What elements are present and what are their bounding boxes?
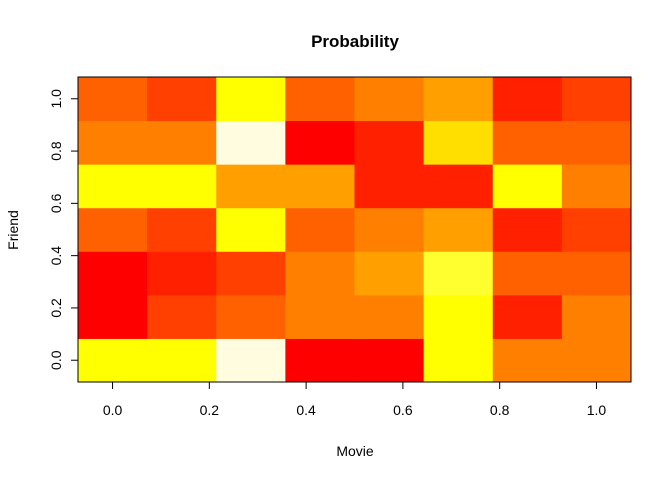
x-tick-label: 0.2	[200, 402, 220, 418]
heatmap-cell	[147, 164, 217, 209]
y-tick-label: 0.6	[48, 193, 64, 213]
heatmap-cell	[492, 251, 563, 296]
heatmap-cell	[77, 76, 148, 122]
heatmap-cell	[561, 338, 632, 383]
heatmap-cell	[216, 76, 286, 122]
heatmap-cell	[285, 207, 355, 252]
heatmap-cell	[354, 76, 425, 122]
heatmap-cell	[77, 338, 148, 383]
y-tick-label: 1.0	[48, 89, 64, 109]
heatmap-cell	[561, 76, 632, 122]
heatmap-cell	[354, 207, 425, 252]
heatmap-cell	[285, 120, 355, 165]
heatmap-cell	[216, 120, 286, 165]
y-axis: 0.0 0.2 0.4 0.6 0.8 1.0	[48, 89, 79, 370]
heatmap-cell	[285, 338, 355, 383]
heatmap-cell	[147, 338, 217, 383]
heatmap-cell	[423, 164, 494, 209]
x-tick-label: 0.0	[103, 402, 123, 418]
heatmap-cell	[423, 251, 494, 296]
heatmap-cell	[423, 76, 494, 122]
heatmap-cell	[285, 251, 355, 296]
heatmap-cell	[216, 251, 286, 296]
heatmap-cell	[561, 251, 632, 296]
heatmap-cell	[77, 164, 148, 209]
heatmap-cell	[492, 76, 563, 122]
x-tick-label: 1.0	[587, 402, 607, 418]
heatmap-cell	[492, 120, 563, 165]
heatmap-cell	[216, 164, 286, 209]
heatmap-cell	[561, 120, 632, 165]
heatmap-cell	[147, 207, 217, 252]
x-tick-label: 0.4	[296, 402, 316, 418]
heatmap-cell	[354, 251, 425, 296]
x-axis: 0.0 0.2 0.4 0.6 0.8 1.0	[103, 381, 607, 418]
heatmap-cell	[354, 120, 425, 165]
heatmap-cell	[147, 251, 217, 296]
heatmap-cell	[492, 164, 563, 209]
heatmap-cell	[354, 164, 425, 209]
y-axis-label: Friend	[5, 210, 21, 250]
heatmap-cell	[147, 76, 217, 122]
heatmap-cell	[77, 251, 148, 296]
heatmap-cell	[147, 120, 217, 165]
y-tick-label: 0.2	[48, 298, 64, 318]
y-tick-label: 0.0	[48, 350, 64, 370]
heatmap-cell	[561, 294, 632, 339]
heatmap-cell	[561, 164, 632, 209]
heatmap-cells	[77, 76, 632, 383]
heatmap-cell	[492, 207, 563, 252]
chart-title: Probability	[311, 32, 399, 51]
y-tick-label: 0.4	[48, 246, 64, 266]
heatmap-cell	[423, 338, 494, 383]
heatmap-cell	[216, 338, 286, 383]
heatmap-cell	[285, 294, 355, 339]
heatmap-cell	[423, 294, 494, 339]
heatmap-cell	[423, 207, 494, 252]
heatmap-cell	[77, 294, 148, 339]
x-tick-label: 0.8	[490, 402, 510, 418]
heatmap-cell	[492, 338, 563, 383]
heatmap-cell	[354, 294, 425, 339]
heatmap-cell	[492, 294, 563, 339]
heatmap-cell	[216, 207, 286, 252]
y-tick-label: 0.8	[48, 141, 64, 161]
heatmap-cell	[354, 338, 425, 383]
x-axis-label: Movie	[336, 443, 374, 459]
heatmap-cell	[216, 294, 286, 339]
heatmap-cell	[147, 294, 217, 339]
heatmap-cell	[423, 120, 494, 165]
x-tick-label: 0.6	[393, 402, 413, 418]
heatmap-cell	[285, 76, 355, 122]
heatmap-cell	[561, 207, 632, 252]
heatmap-cell	[77, 120, 148, 165]
heatmap-cell	[77, 207, 148, 252]
heatmap-cell	[285, 164, 355, 209]
